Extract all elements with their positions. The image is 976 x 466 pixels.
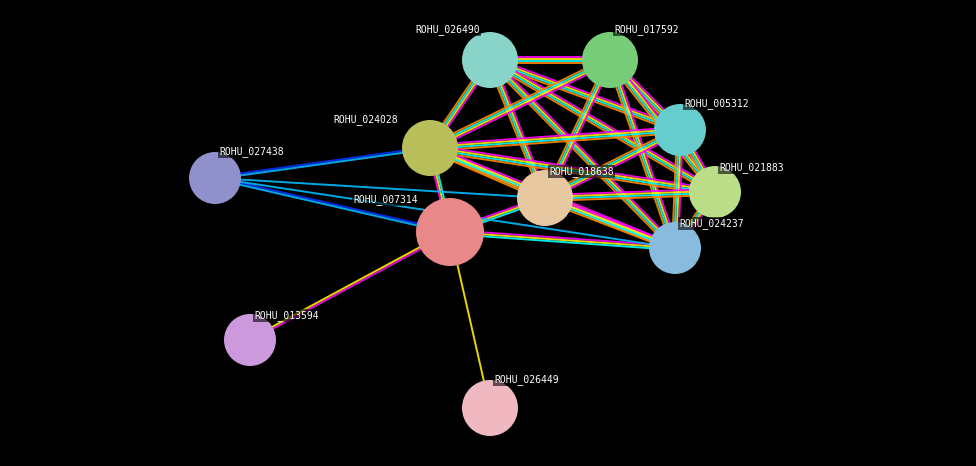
Text: ROHU_013594: ROHU_013594 [254, 310, 318, 321]
Circle shape [402, 120, 458, 176]
Circle shape [416, 198, 484, 266]
Text: ROHU_024028: ROHU_024028 [334, 114, 398, 125]
Circle shape [654, 104, 706, 156]
Text: ROHU_005312: ROHU_005312 [684, 98, 749, 109]
Text: ROHU_021883: ROHU_021883 [719, 162, 784, 173]
Circle shape [189, 152, 241, 204]
Text: ROHU_017592: ROHU_017592 [614, 24, 678, 35]
Circle shape [689, 166, 741, 218]
Circle shape [462, 32, 518, 88]
Text: ROHU_026449: ROHU_026449 [494, 374, 558, 385]
Text: ROHU_027438: ROHU_027438 [219, 146, 284, 157]
Circle shape [517, 170, 573, 226]
Text: ROHU_007314: ROHU_007314 [353, 194, 418, 205]
Circle shape [224, 314, 276, 366]
Text: ROHU_018638: ROHU_018638 [549, 166, 614, 177]
Circle shape [649, 222, 701, 274]
Circle shape [582, 32, 638, 88]
Text: ROHU_026490: ROHU_026490 [416, 24, 480, 35]
Text: ROHU_024237: ROHU_024237 [679, 218, 744, 229]
Circle shape [462, 380, 518, 436]
